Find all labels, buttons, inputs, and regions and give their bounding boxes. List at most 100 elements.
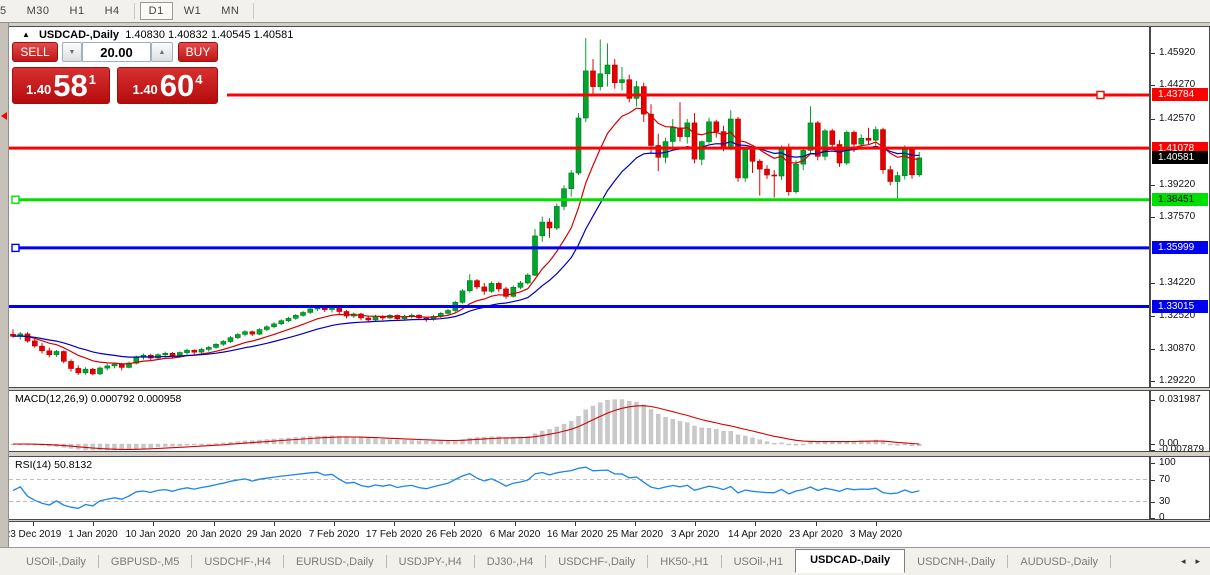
rsi-axis[interactable]: 100 70 30 0 — [1150, 456, 1210, 523]
tab-separator — [1110, 555, 1112, 568]
rsi-tick-label: 30 — [1159, 496, 1171, 507]
chart-tab-eurusd-daily[interactable]: EURUSD-,Daily — [296, 555, 374, 568]
toolbar-separator — [253, 3, 255, 19]
date-label: 10 Jan 2020 — [125, 529, 181, 540]
axis-tick — [1151, 463, 1155, 464]
tab-separator — [1007, 555, 1009, 568]
axis-tick — [1151, 381, 1155, 382]
chart-tab-bar: USOil-,Daily GBPUSD-,M5 USDCHF-,H4 EURUSD-,… — [0, 547, 1210, 575]
price-tick-label: 1.30870 — [1159, 343, 1196, 354]
timeframe-button-h1[interactable]: H1 — [69, 5, 85, 17]
macd-tick-label: -0.007879 — [1159, 444, 1205, 455]
date-label: 23 Apr 2020 — [789, 529, 843, 540]
buy-button[interactable]: BUY — [178, 42, 218, 62]
date-tick — [755, 522, 756, 526]
tabs-scroll-left-icon[interactable]: ◂ — [1180, 556, 1186, 566]
price-level-label: 1.43784 — [1152, 88, 1208, 101]
buy-price-box[interactable]: 1.40 60 4 — [117, 67, 218, 104]
chart-tab-dj30-h4[interactable]: DJ30-,H4 — [486, 555, 534, 568]
price-tick-label: 1.37570 — [1159, 211, 1196, 222]
price-tick-label: 1.44270 — [1159, 79, 1196, 90]
date-label: 17 Feb 2020 — [365, 529, 423, 540]
chart-tab-usdchf-h4[interactable]: USDCHF-,H4 — [204, 555, 271, 568]
chart-tab-usdchf-daily[interactable]: USDCHF-,Daily — [558, 555, 636, 568]
tab-separator — [191, 555, 193, 568]
price-level-label: 1.40581 — [1152, 151, 1208, 164]
sell-price-sup: 1 — [88, 72, 97, 87]
date-label: 23 Dec 2019 — [4, 529, 62, 540]
date-tick — [876, 522, 877, 526]
price-tick-label: 1.29220 — [1159, 375, 1196, 386]
chart-tab-usdjpy-h4[interactable]: USDJPY-,H4 — [398, 555, 462, 568]
macd-canvas[interactable] — [9, 391, 1149, 451]
axis-tick — [1151, 450, 1155, 451]
date-tick — [695, 522, 696, 526]
rsi-canvas[interactable] — [9, 457, 1149, 519]
tabs-scroll-right-icon[interactable]: ▸ — [1195, 556, 1200, 566]
sell-price-big: 58 — [53, 68, 88, 103]
collapse-triangle-icon[interactable]: ▲ — [22, 30, 30, 39]
date-tick — [454, 522, 455, 526]
sell-price-box[interactable]: 1.40 58 1 — [12, 67, 110, 104]
chart-tab-hk50-h1[interactable]: HK50-,H1 — [660, 555, 709, 568]
timeframe-button-mn[interactable]: MN — [221, 5, 240, 17]
axis-tick — [1151, 316, 1155, 317]
volume-input[interactable]: 20.00 — [82, 42, 151, 62]
price-tick-label: 1.39220 — [1159, 179, 1196, 190]
timeframe-button-m30[interactable]: M30 — [26, 5, 50, 17]
macd-tick-label: 0.031987 — [1159, 394, 1201, 405]
axis-tick — [1151, 444, 1155, 445]
price-tick-label: 1.42570 — [1159, 113, 1196, 124]
price-axis[interactable]: 1.45920 1.44270 1.42570 1.39220 1.37570 … — [1150, 26, 1210, 388]
date-label: 20 Jan 2020 — [186, 529, 242, 540]
chart-tab-usdcnh-daily[interactable]: USDCNH-,Daily — [917, 555, 996, 568]
chart-tab-gbpusd-m5[interactable]: GBPUSD-,M5 — [110, 555, 180, 568]
date-label: 29 Jan 2020 — [246, 529, 302, 540]
date-label: 7 Feb 2020 — [308, 529, 360, 540]
date-tick — [334, 522, 335, 526]
rsi-panel[interactable]: RSI(14) 50.8132 — [8, 456, 1150, 520]
sell-button[interactable]: SELL — [12, 42, 58, 62]
axis-tick — [1151, 217, 1155, 218]
price-level-label: 1.35999 — [1152, 241, 1208, 254]
level-marker-icon — [1, 111, 7, 120]
macd-axis[interactable]: 0.031987 0.00 -0.007879 — [1150, 390, 1210, 455]
timeframe-button-h4[interactable]: H4 — [104, 5, 120, 17]
buy-price-small: 1.40 — [132, 82, 158, 97]
axis-tick — [1151, 518, 1155, 519]
ohlc-values: 1.40830 1.40832 1.40545 1.40581 — [125, 29, 294, 41]
date-label: 6 Mar 2020 — [489, 529, 541, 540]
symbol-period-label: USDCAD-,Daily — [38, 29, 120, 41]
date-label: 25 Mar 2020 — [606, 529, 664, 540]
price-level-label: 1.38451 — [1152, 193, 1208, 206]
volume-decrease-button[interactable]: ▼ — [62, 42, 82, 62]
date-label: 16 Mar 2020 — [546, 529, 604, 540]
time-axis[interactable]: 23 Dec 2019 1 Jan 2020 10 Jan 2020 20 Ja… — [4, 521, 1210, 548]
tab-separator — [720, 555, 722, 568]
chart-tab-audusd-daily[interactable]: AUDUSD-,Daily — [1020, 555, 1099, 568]
macd-panel[interactable]: MACD(12,26,9) 0.000792 0.000958 — [8, 390, 1150, 452]
tab-separator — [473, 555, 475, 568]
rsi-label: RSI(14) 50.8132 — [15, 459, 93, 471]
timeframe-button-d1[interactable]: D1 — [139, 2, 173, 20]
date-label: 1 Jan 2020 — [68, 529, 118, 540]
chart-tab-usdcad-daily[interactable]: USDCAD-,Daily — [795, 548, 906, 573]
date-tick — [274, 522, 275, 526]
date-tick — [394, 522, 395, 526]
window-frame-left — [0, 22, 9, 547]
timeframe-toolbar: 5 M30 H1 H4 D1 W1 MN — [0, 0, 1210, 23]
tab-separator — [647, 555, 649, 568]
timeframe-button-5[interactable]: 5 — [0, 5, 7, 17]
chart-tab-usoil-daily[interactable]: USOil-,Daily — [26, 555, 86, 568]
date-tick — [635, 522, 636, 526]
axis-tick — [1151, 53, 1155, 54]
rsi-tick-label: 70 — [1159, 474, 1171, 485]
macd-label: MACD(12,26,9) 0.000792 0.000958 — [15, 393, 182, 405]
volume-increase-button[interactable]: ▲ — [151, 42, 173, 62]
chart-title: ▲ USDCAD-,Daily 1.40830 1.40832 1.40545 … — [22, 29, 293, 41]
price-tick-label: 1.34220 — [1159, 277, 1196, 288]
chart-tab-usoil-h1[interactable]: USOil-,H1 — [733, 555, 784, 568]
timeframe-button-w1[interactable]: W1 — [183, 5, 202, 17]
price-tick-label: 1.32520 — [1159, 310, 1196, 321]
axis-tick — [1151, 400, 1155, 401]
